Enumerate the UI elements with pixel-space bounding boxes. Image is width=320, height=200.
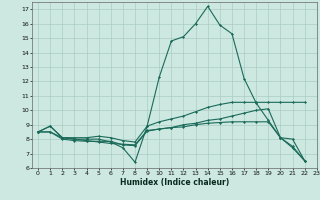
X-axis label: Humidex (Indice chaleur): Humidex (Indice chaleur) (120, 178, 229, 187)
